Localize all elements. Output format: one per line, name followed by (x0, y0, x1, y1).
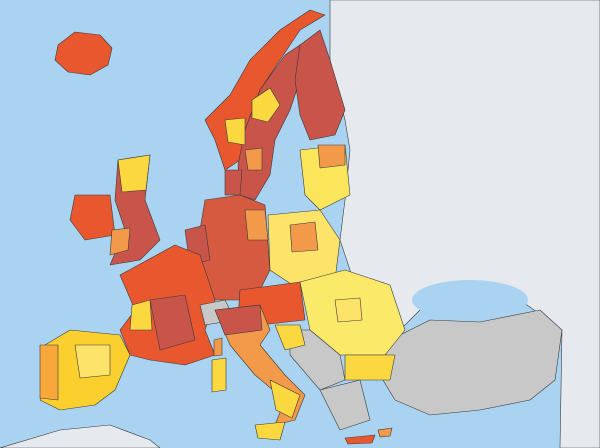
portugal (39, 344, 59, 401)
sweden-region (251, 87, 281, 123)
denmark (224, 169, 243, 196)
sardinia (211, 357, 227, 393)
bulgaria (344, 354, 396, 381)
wales (109, 227, 131, 256)
finland (294, 29, 346, 141)
corsica (213, 337, 223, 357)
southern-italy (269, 379, 301, 419)
germany-region (244, 209, 269, 241)
scotland (117, 154, 151, 193)
ireland (69, 194, 116, 241)
sicily (254, 421, 286, 441)
black-sea (412, 280, 528, 320)
norway-region (224, 117, 246, 146)
sweden-region (244, 147, 263, 171)
north-africa (0, 424, 161, 448)
greece (319, 379, 371, 431)
cyprus (377, 427, 393, 438)
northern-italy (214, 304, 263, 336)
romania-region (334, 297, 363, 323)
poland-region (289, 221, 319, 253)
france-region (149, 294, 196, 351)
crete (344, 434, 376, 445)
turkey-region (379, 309, 563, 416)
croatia (274, 324, 306, 351)
spain-region (74, 344, 111, 379)
iceland (54, 31, 113, 76)
france-region (129, 299, 153, 331)
estonia (317, 144, 346, 169)
